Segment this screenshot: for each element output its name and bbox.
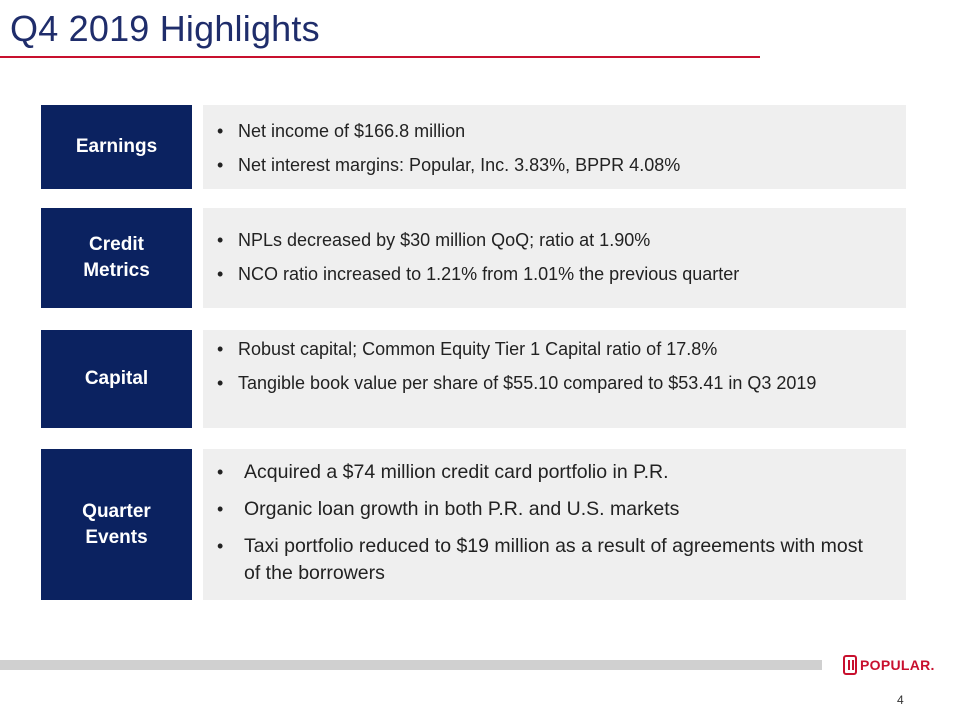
bullet-icon: • [217,536,224,556]
section-content-capital: • Robust capital; Common Equity Tier 1 Ca… [203,330,906,428]
popular-logo-icon [843,655,857,675]
bullet-icon: • [217,230,224,250]
section-content-earnings: • Net income of $166.8 million • Net inter… [203,105,906,189]
section-label-capital: Capital [41,330,192,428]
bullet-icon: • [217,373,224,393]
list-item: • Tangible book value per share of $55.10… [217,373,817,393]
bullet-icon: • [217,339,224,359]
list-item: • NPLs decreased by $30 million QoQ; rati… [217,230,651,250]
list-item: • Acquired a $74 million credit card port… [217,459,886,486]
section-label-credit-metrics: Credit Metrics [41,208,192,308]
list-item: • NCO ratio increased to 1.21% from 1.01%… [217,264,740,284]
logo-text: POPULAR. [860,657,935,673]
bullet-icon: • [217,155,224,175]
section-label-text: Capital [84,368,149,389]
section-label-earnings: Earnings [41,105,192,189]
section-label-text: Credit Metrics [83,234,150,281]
bullet-icon: • [217,121,224,141]
footer-bar [0,660,822,670]
list-item: • Net income of $166.8 million [217,121,466,141]
section-content-quarter-events: • Acquired a $74 million credit card port… [203,449,906,600]
section-label-quarter-events: Quarter Events [41,449,192,600]
popular-logo: POPULAR. [843,654,935,676]
page-title: Q4 2019 Highlights [10,8,320,49]
list-item: • Organic loan growth in both P.R. and U.… [217,496,886,523]
bullet-icon: • [217,462,224,482]
page-number: 4 [897,693,904,707]
section-label-text: Earnings [75,136,158,157]
list-item: • Robust capital; Common Equity Tier 1 Ca… [217,339,718,359]
section-content-credit-metrics: • NPLs decreased by $30 million QoQ; rati… [203,208,906,308]
list-item: • Taxi portfolio reduced to $19 million a… [217,535,863,584]
bullet-icon: • [217,264,224,284]
bullet-icon: • [217,499,224,519]
title-divider [0,56,760,58]
section-label-text: Quarter Events [82,500,151,548]
list-item: • Net interest margins: Popular, Inc. 3.8… [217,155,681,175]
